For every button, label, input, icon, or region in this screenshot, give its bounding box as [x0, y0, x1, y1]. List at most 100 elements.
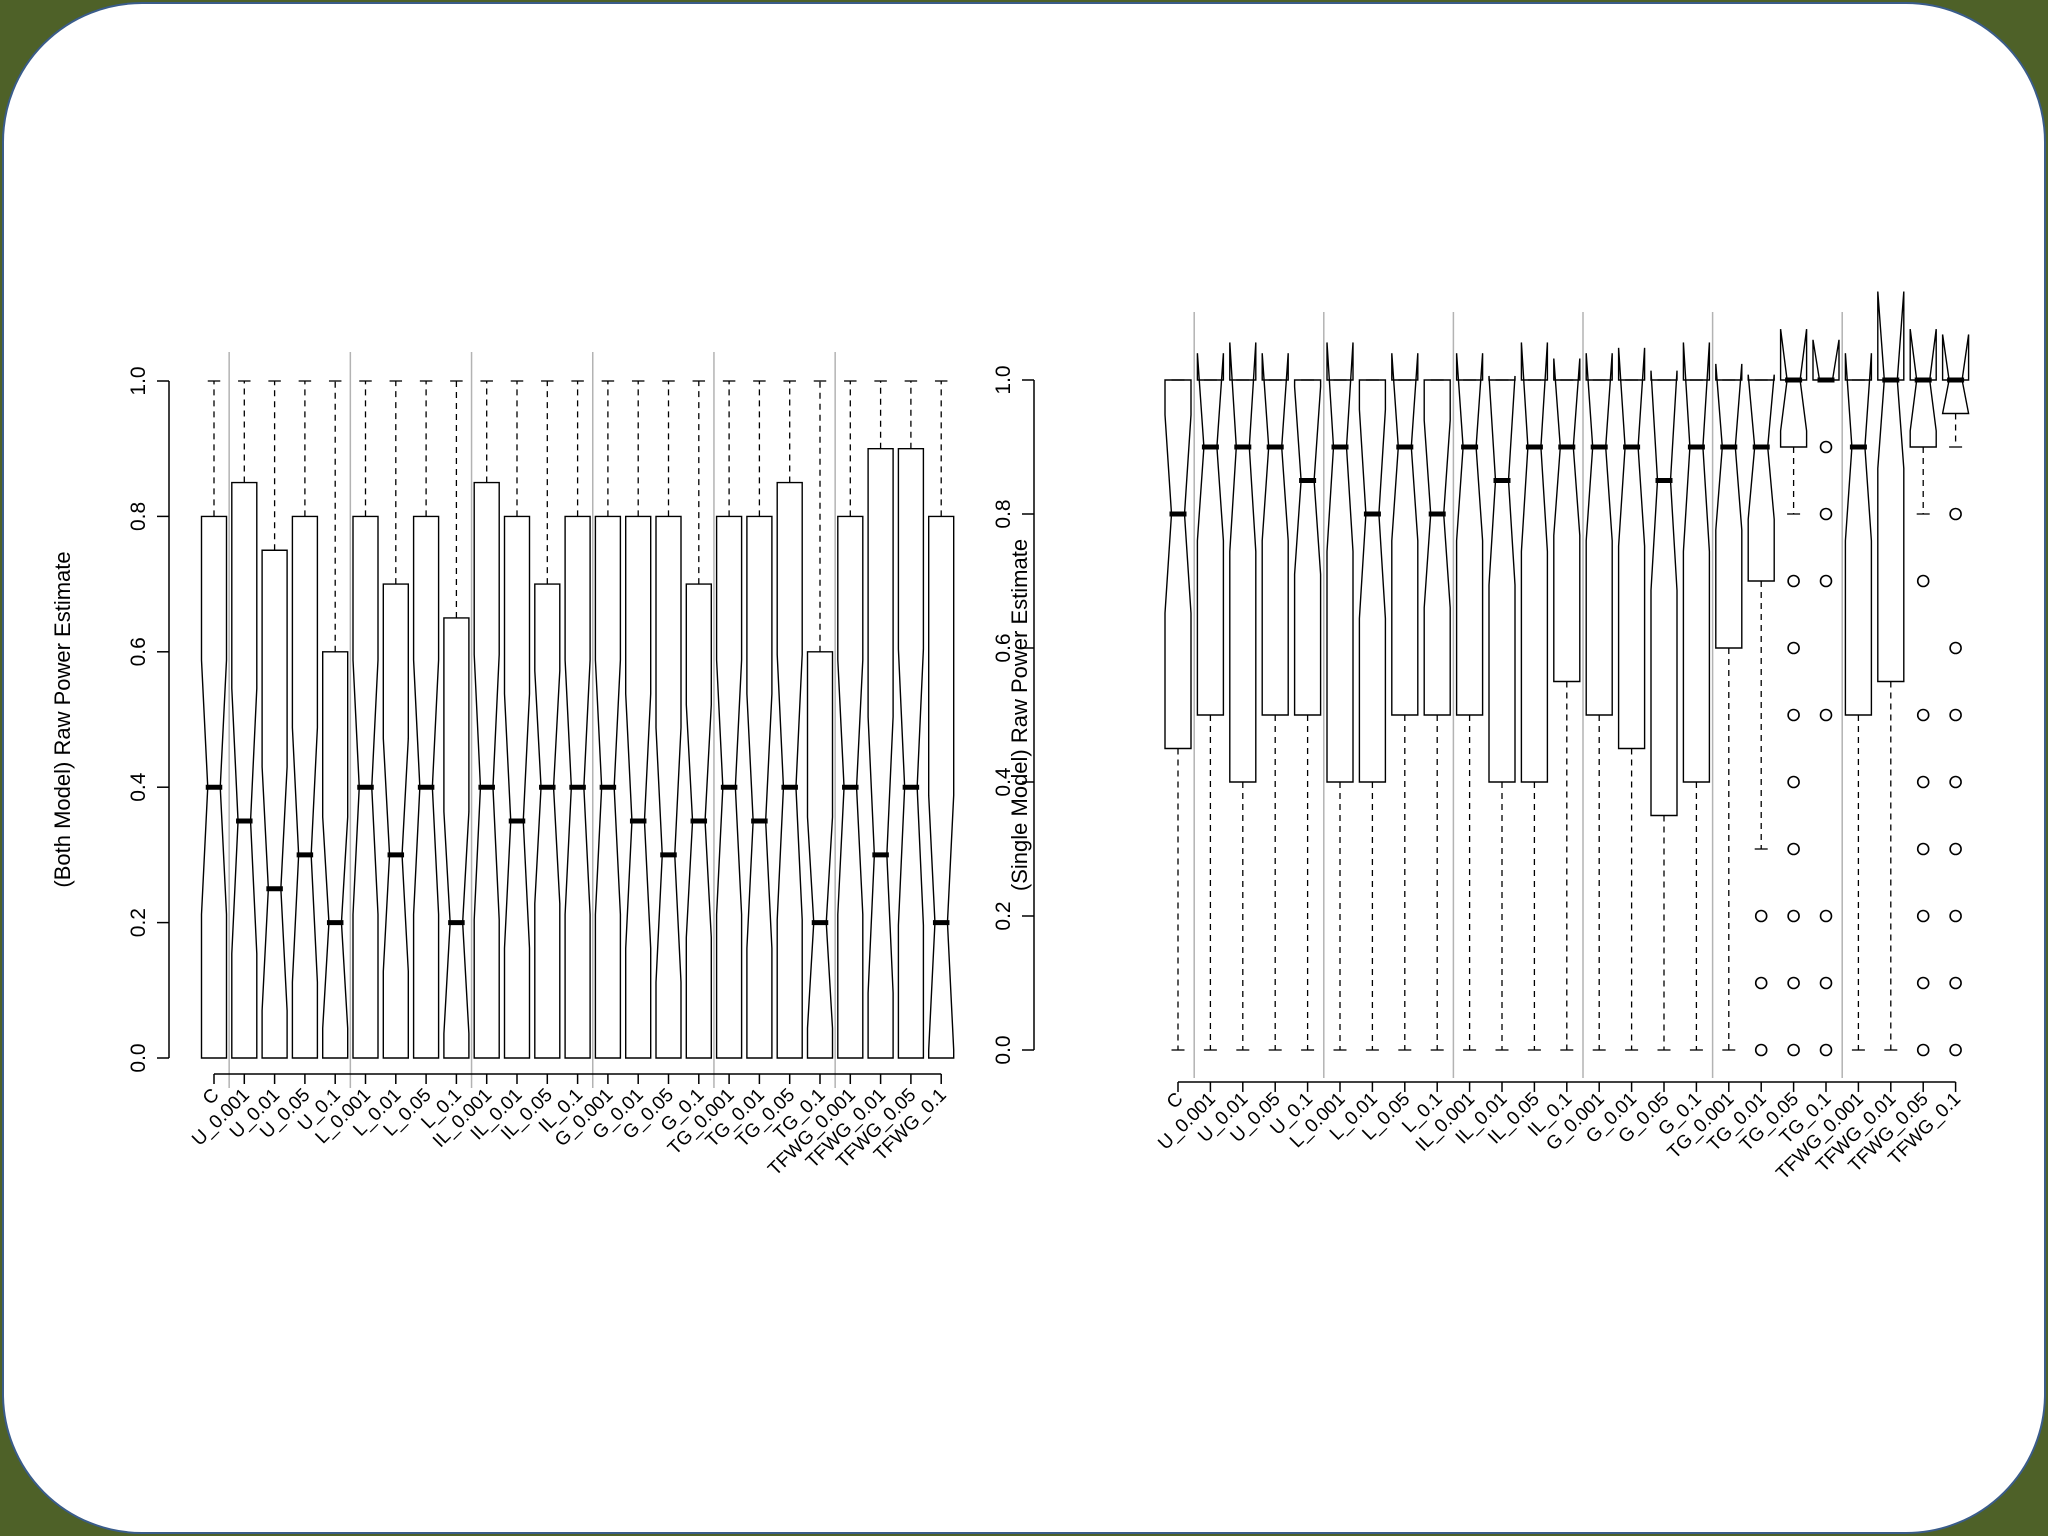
outlier-point: [1916, 574, 1930, 588]
box-body: [928, 515, 955, 1059]
box-L_0.05: [412, 380, 440, 1059]
box-IL_0.01: [1488, 375, 1516, 1051]
outlier-point: [1949, 909, 1962, 923]
y-tick-label: 0.2: [127, 908, 150, 937]
box-body: [1326, 342, 1354, 783]
box-L_0.01: [382, 380, 409, 1059]
box-body: [1423, 379, 1451, 716]
box-body: [1747, 374, 1775, 582]
box-body: [1715, 363, 1743, 649]
box-body: [1164, 379, 1192, 750]
box-IL_0.1: [564, 380, 591, 1059]
box-body: [1488, 375, 1516, 783]
box-body: [655, 515, 682, 1059]
box-IL_0.01: [503, 380, 531, 1059]
box-L_0.01: [1358, 379, 1387, 1051]
box-U_0.01: [1229, 342, 1257, 1051]
outlier-point: [1819, 909, 1833, 923]
box-G_0.1: [685, 380, 712, 1059]
box-body: [1779, 328, 1808, 448]
box-body: [1682, 342, 1711, 783]
y-axis-title: (Single Model) Raw Power Estimate: [1007, 539, 1032, 891]
box-IL_0.001: [1455, 353, 1484, 1051]
outlier-point: [1787, 909, 1800, 923]
box-body: [261, 549, 288, 1059]
box-body: [1553, 358, 1581, 683]
box-U_0.05: [1261, 353, 1289, 1051]
box-TFWG_0.01: [867, 380, 894, 1059]
y-tick-label: 0.6: [992, 633, 1015, 662]
box-G_0.05: [655, 380, 682, 1059]
box-body: [1293, 379, 1322, 716]
box-IL_0.05: [534, 380, 561, 1059]
box-TFWG_0.001: [1844, 353, 1873, 1051]
box-body: [443, 617, 470, 1059]
box-body: [1812, 339, 1840, 381]
outlier-point: [1754, 909, 1768, 923]
box-TFWG_0.01: [1877, 291, 1905, 1051]
box-body: [625, 515, 652, 1059]
outlier-point: [1916, 909, 1930, 923]
box-body: [1261, 353, 1289, 716]
box-G_0.01: [1617, 347, 1646, 1051]
outlier-point: [1819, 976, 1833, 990]
y-axis-title: (Both Model) Raw Power Estimate: [50, 551, 75, 887]
box-TG_0.01: [1747, 374, 1775, 1057]
box-body: [1650, 370, 1678, 817]
box-TG_0.05: [1779, 328, 1808, 1057]
box-L_0.001: [352, 380, 379, 1059]
box-G_0.001: [594, 380, 622, 1059]
box-IL_0.05: [1520, 342, 1549, 1051]
outlier-point: [1787, 641, 1800, 655]
box-TFWG_0.05: [1909, 328, 1937, 1057]
box-TG_0.001: [1715, 363, 1743, 1051]
box-body: [776, 481, 803, 1059]
outlier-point: [1949, 708, 1962, 722]
box-TG_0.01: [746, 380, 773, 1059]
box-body: [1229, 342, 1257, 783]
outlier-point: [1787, 842, 1800, 856]
y-tick-label: 0.6: [127, 637, 150, 666]
outlier-point: [1916, 708, 1930, 722]
box-U_0.001: [1196, 353, 1225, 1051]
box-body: [231, 481, 258, 1059]
box-body: [1877, 291, 1905, 683]
y-tick-label: 0.0: [992, 1035, 1015, 1064]
y-tick-label: 0.8: [992, 499, 1015, 528]
plot-panel-1: 0.0 0.2 0.4 0.6 0.8 1.0 (Both Model) Raw Power…: [50, 352, 955, 1180]
box-U_0.1: [1293, 379, 1322, 1051]
outlier-point: [1916, 842, 1930, 856]
outlier-point: [1916, 775, 1930, 789]
outlier-point: [1949, 641, 1962, 655]
box-L_0.05: [1391, 353, 1419, 1051]
box-body: [1520, 342, 1549, 783]
outlier-point: [1949, 507, 1962, 521]
box-body: [473, 481, 500, 1059]
box-G_0.001: [1585, 353, 1613, 1051]
box-body: [1585, 353, 1613, 716]
outlier-point: [1949, 775, 1962, 789]
y-tick-label: 1.0: [992, 365, 1015, 394]
box-body: [382, 583, 409, 1059]
box-C: [200, 380, 228, 1059]
box-body: [1391, 353, 1419, 716]
outlier-point: [1949, 842, 1962, 856]
boxplot-figure: 0.0 0.2 0.4 0.6 0.8 1.0 (Both Model) Raw Power…: [50, 291, 1970, 1184]
box-body: [1941, 334, 1970, 415]
box-L_0.001: [1326, 342, 1354, 1051]
y-tick-label: 0.4: [992, 767, 1015, 797]
box-body: [534, 583, 561, 1059]
box-body: [503, 515, 531, 1059]
box-body: [322, 651, 349, 1059]
outlier-point: [1916, 1043, 1930, 1057]
y-tick-label: 0.4: [127, 772, 150, 802]
box-IL_0.1: [1553, 358, 1581, 1051]
box-body: [897, 448, 925, 1059]
outlier-point: [1787, 708, 1800, 722]
box-U_0.05: [291, 380, 319, 1059]
box-TG_0.1: [1812, 339, 1840, 1057]
box-body: [806, 651, 834, 1059]
box-TFWG_0.1: [1941, 334, 1970, 1057]
plot-panel-2: 0.0 0.2 0.4 0.6 0.8 1.0 (Single Model) Raw Pow…: [992, 291, 1970, 1184]
box-TFWG_0.001: [837, 380, 864, 1059]
